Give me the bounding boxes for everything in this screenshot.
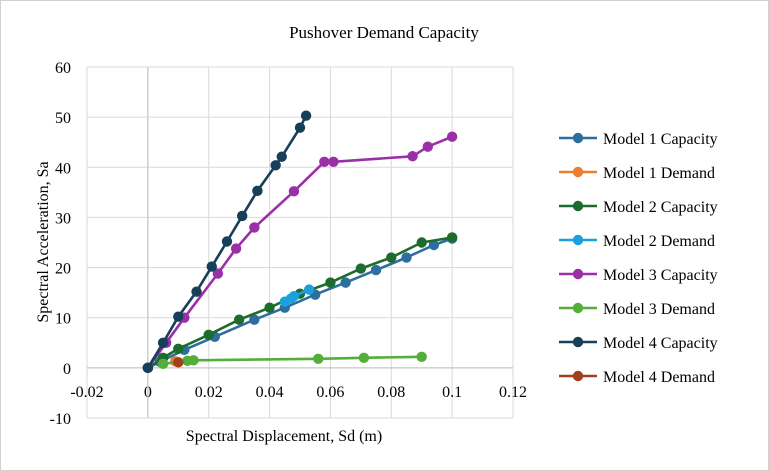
data-point	[221, 236, 233, 247]
data-point	[270, 160, 281, 171]
legend-marker	[572, 336, 584, 348]
data-point	[173, 311, 184, 322]
legend-label: Model 3 Capacity	[603, 267, 718, 284]
series-model-1-capacity	[142, 233, 458, 374]
y-axis-label: Spectral Acceleration, Sa	[35, 161, 52, 322]
data-point	[416, 237, 427, 248]
data-point	[294, 122, 306, 133]
data-point	[355, 263, 367, 274]
data-point	[328, 156, 339, 167]
series-line	[146, 135, 453, 369]
x-tick-label: 0.08	[377, 384, 405, 401]
series-model-4-demand	[173, 357, 184, 368]
data-point	[401, 252, 412, 263]
data-point	[386, 252, 397, 263]
data-point	[264, 302, 275, 313]
legend-label: Model 2 Capacity	[603, 199, 718, 216]
series-line	[162, 355, 422, 366]
data-point	[188, 355, 199, 366]
data-point	[422, 141, 433, 152]
data-point	[252, 185, 263, 197]
data-point	[416, 351, 427, 363]
plot-area	[142, 110, 458, 374]
chart-title: Pushover Demand Capacity	[289, 23, 479, 42]
x-tick-label: 0.1	[442, 384, 462, 401]
legend-label: Model 1 Capacity	[603, 131, 718, 148]
legend-marker	[572, 302, 584, 314]
legend-item: Model 4 Capacity	[559, 335, 718, 352]
legend-item: Model 3 Demand	[559, 301, 715, 318]
data-point	[446, 131, 458, 142]
legend: Model 1 Capacity Model 1 Demand Model 2 Ca…	[559, 131, 718, 386]
y-tick-label: 10	[55, 311, 71, 328]
data-point	[173, 357, 184, 368]
data-point	[300, 110, 312, 121]
data-point	[233, 314, 245, 325]
data-point	[358, 352, 370, 364]
legend-marker	[572, 200, 584, 212]
y-tick-label: 0	[63, 361, 71, 378]
data-point	[173, 343, 184, 355]
data-point	[157, 337, 169, 348]
legend-label: Model 2 Demand	[603, 233, 715, 250]
legend-label: Model 4 Demand	[603, 369, 715, 386]
data-point	[157, 358, 169, 370]
series-model-2-demand	[279, 284, 315, 307]
data-point	[288, 290, 300, 302]
data-point	[249, 314, 260, 325]
data-point	[313, 353, 324, 365]
legend-marker	[572, 234, 584, 246]
data-point	[340, 277, 351, 288]
legend-marker	[572, 268, 584, 280]
series-model-4-capacity	[142, 110, 312, 374]
axes: -0.0200.020.040.060.080.10.12-1001020304…	[50, 60, 527, 428]
legend-item: Model 2 Capacity	[559, 199, 718, 216]
data-point	[319, 156, 330, 167]
legend-item: Model 3 Capacity	[559, 267, 718, 284]
y-tick-label: 30	[55, 210, 71, 227]
x-tick-label: -0.02	[70, 384, 103, 401]
legend-label: Model 4 Capacity	[603, 335, 718, 352]
legend-marker	[572, 132, 584, 144]
y-tick-label: -10	[50, 411, 71, 428]
data-point	[206, 261, 217, 272]
data-point	[303, 284, 315, 295]
x-tick-label: 0.02	[195, 384, 223, 401]
data-point	[288, 186, 300, 197]
legend-label: Model 3 Demand	[603, 301, 715, 318]
data-point	[370, 264, 382, 276]
data-point	[236, 210, 248, 222]
data-point	[407, 151, 418, 162]
y-tick-label: 50	[55, 110, 71, 127]
y-tick-label: 40	[55, 160, 71, 177]
data-point	[276, 151, 287, 162]
series-model-3-demand	[157, 351, 427, 370]
data-point	[428, 239, 440, 251]
data-point	[142, 362, 154, 374]
data-point	[191, 286, 202, 297]
data-point	[212, 268, 224, 279]
x-tick-label: 0.12	[499, 384, 527, 401]
data-point	[325, 277, 336, 288]
x-tick-label: 0.06	[316, 384, 344, 401]
data-point	[446, 232, 458, 243]
legend-item: Model 4 Demand	[559, 369, 715, 386]
legend-item: Model 2 Demand	[559, 233, 715, 250]
legend-label: Model 1 Demand	[603, 165, 715, 182]
legend-item: Model 1 Demand	[559, 165, 715, 182]
data-point	[230, 243, 242, 254]
legend-marker	[572, 370, 584, 382]
grid	[86, 66, 514, 419]
y-tick-label: 20	[55, 261, 71, 278]
data-point	[249, 222, 260, 233]
data-point	[203, 329, 214, 340]
x-axis-label: Spectral Displacement, Sd (m)	[186, 428, 382, 445]
legend-marker	[572, 166, 584, 178]
y-tick-label: 60	[55, 60, 71, 77]
x-tick-label: 0.04	[256, 384, 284, 401]
legend-item: Model 1 Capacity	[559, 131, 718, 148]
